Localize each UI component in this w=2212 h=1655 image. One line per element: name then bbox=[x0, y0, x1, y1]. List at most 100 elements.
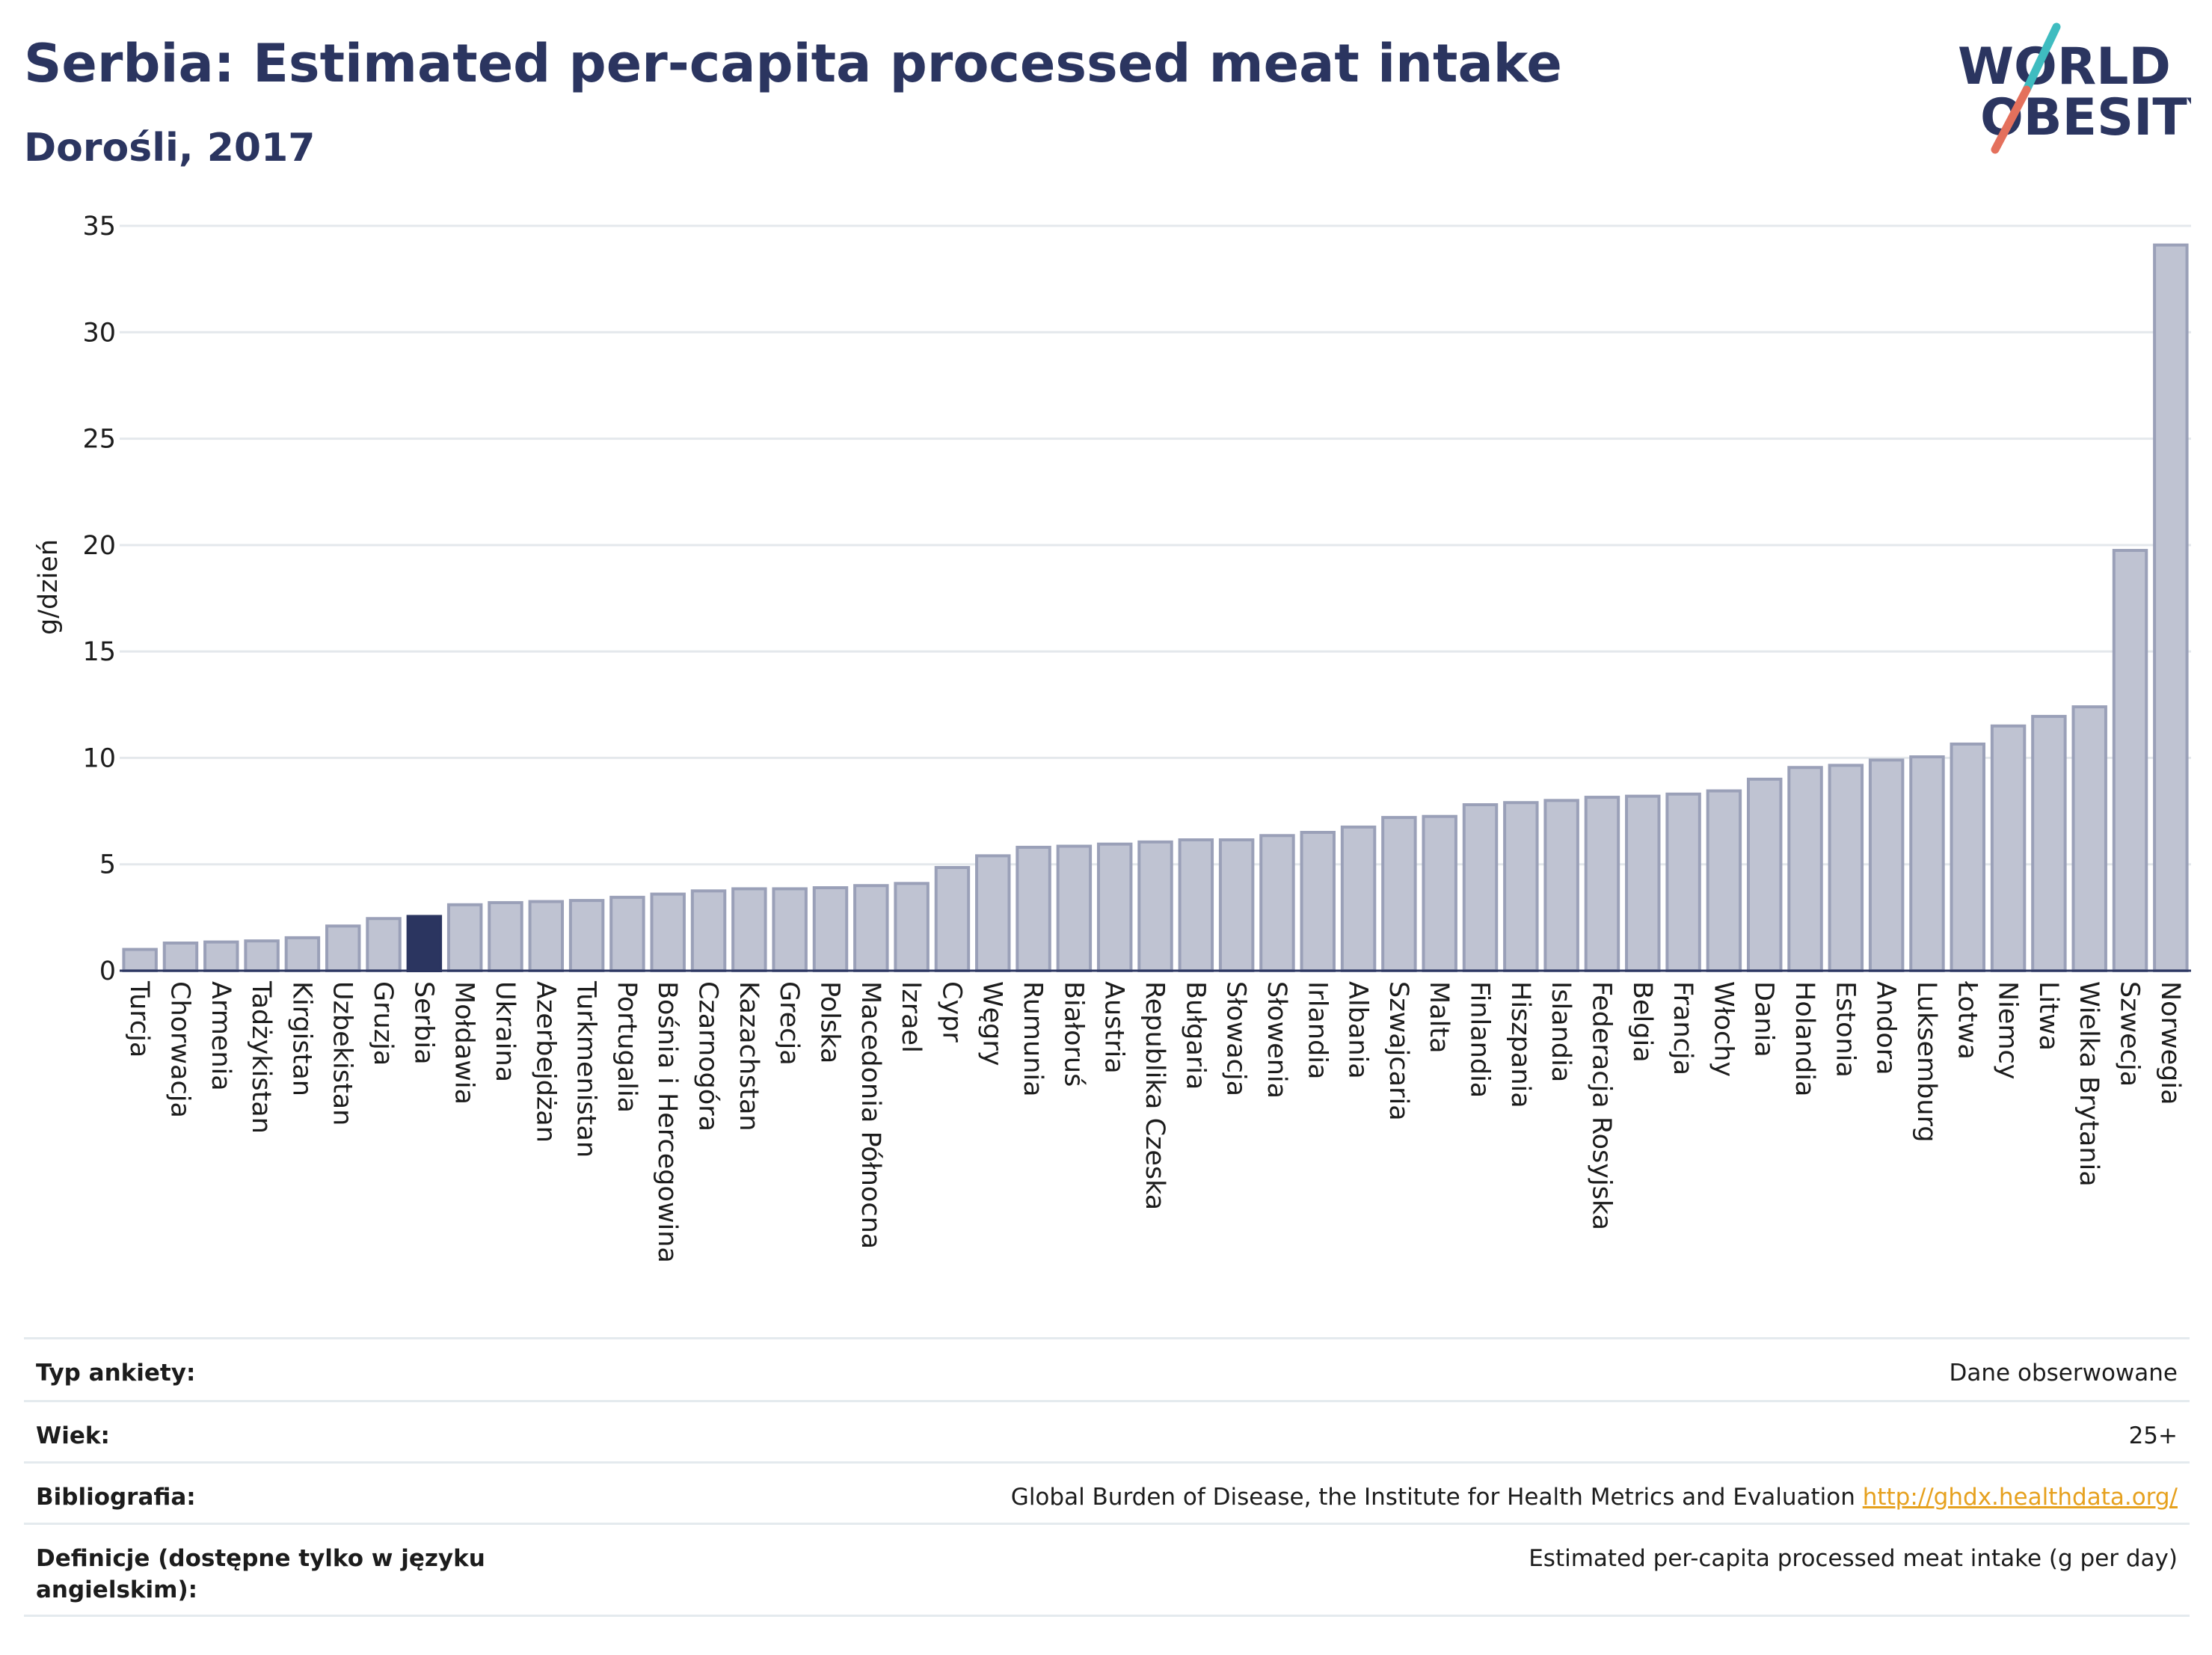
bar-bułgaria bbox=[1178, 838, 1214, 972]
x-tick-label: Wielka Brytania bbox=[2074, 981, 2104, 1187]
x-tick-label: Grecja bbox=[774, 981, 804, 1066]
bar-republika-czeska bbox=[1137, 840, 1173, 972]
bar-mołdawia bbox=[446, 903, 483, 972]
bar-rumunia bbox=[1016, 845, 1051, 973]
bar-irlandia bbox=[1300, 831, 1336, 972]
chart-subtitle: Dorośli, 2017 bbox=[24, 126, 316, 171]
bar-chart: 0 5 10 15 20 25 30 35 Turcja Chorwacja Armenia Tad… bbox=[34, 212, 2191, 1263]
x-tick-label: Kazachstan bbox=[734, 981, 764, 1132]
bar-azerbejdżan bbox=[528, 900, 565, 972]
x-tick-label: Irlandia bbox=[1302, 981, 1332, 1079]
bar-norwegia bbox=[2153, 243, 2189, 972]
x-tick-label: Łotwa bbox=[1952, 980, 1982, 1060]
x-tick-label: Izrael bbox=[896, 981, 926, 1053]
bar-łotwa bbox=[1950, 742, 1986, 973]
x-tick-label: Islandia bbox=[1546, 981, 1576, 1082]
x-tick-label: Macedonia Północna bbox=[855, 981, 885, 1249]
bar-finlandia bbox=[1462, 803, 1499, 973]
bar-hiszpania bbox=[1503, 801, 1539, 973]
y-tick-label: 15 bbox=[82, 637, 116, 667]
x-tick-label: Kirgistan bbox=[286, 981, 316, 1096]
info-row-survey-type: Typ ankiety: Dane obserwowane bbox=[24, 1337, 2190, 1400]
info-value: Dane obserwowane bbox=[1949, 1360, 2178, 1387]
x-tick-label: Portugalia bbox=[612, 981, 642, 1113]
x-tick-label: Tadżykistan bbox=[246, 980, 276, 1134]
bar-grecja bbox=[772, 887, 808, 972]
bar-słowacja bbox=[1218, 838, 1255, 972]
x-tick-label: Szwecja bbox=[2115, 981, 2145, 1087]
bar-holandia bbox=[1787, 766, 1823, 972]
bar-bośnia-i-hercegowina bbox=[650, 892, 686, 973]
bar-francja bbox=[1665, 792, 1701, 972]
bar-austria bbox=[1096, 842, 1133, 973]
x-tick-label: Litwa bbox=[2033, 981, 2063, 1051]
x-tick-label: Serbia bbox=[408, 981, 438, 1065]
y-tick-label: 10 bbox=[82, 743, 116, 773]
info-label: Bibliografia: bbox=[36, 1484, 196, 1511]
x-tick-label: Turcja bbox=[124, 980, 154, 1057]
bar-tadżykistan bbox=[244, 939, 280, 973]
bar-czarnogóra bbox=[690, 889, 727, 973]
x-tick-label: Belgia bbox=[1627, 981, 1657, 1063]
bar-malta bbox=[1422, 814, 1457, 972]
x-tick-label: Włochy bbox=[1708, 981, 1738, 1077]
bar-estonia bbox=[1828, 764, 1864, 972]
x-tick-label: Finlandia bbox=[1465, 981, 1495, 1098]
bar-dania bbox=[1746, 777, 1783, 973]
y-axis-ticks: 0 5 10 15 20 25 30 35 bbox=[82, 212, 116, 986]
bar-litwa bbox=[2031, 714, 2067, 972]
info-value-group: Global Burden of Disease, the Institute … bbox=[1011, 1481, 2178, 1513]
y-tick-label: 5 bbox=[99, 850, 116, 880]
bar-kirgistan bbox=[284, 936, 321, 973]
x-tick-label: Czarnogóra bbox=[693, 981, 723, 1132]
bar-islandia bbox=[1543, 799, 1579, 973]
svg-text:WORLD: WORLD bbox=[1958, 37, 2171, 96]
bar-izrael bbox=[894, 882, 930, 972]
x-tick-label: Bośnia i Hercegowina bbox=[652, 981, 682, 1263]
x-tick-label: Uzbekistan bbox=[328, 981, 357, 1126]
x-tick-label: Słowacja bbox=[1221, 981, 1251, 1096]
x-tick-label: Andora bbox=[1871, 981, 1901, 1075]
x-tick-label: Słowenia bbox=[1262, 981, 1291, 1099]
bars bbox=[122, 243, 2189, 973]
x-tick-label: Holandia bbox=[1789, 981, 1819, 1096]
bar-szwajcaria bbox=[1381, 816, 1417, 972]
source-link[interactable]: http://ghdx.healthdata.org/ bbox=[1862, 1484, 2178, 1511]
info-value: 25+ bbox=[2128, 1422, 2178, 1449]
x-tick-label: Chorwacja bbox=[165, 981, 194, 1118]
info-row-definitions: Definicje (dostępne tylko w języku angie… bbox=[24, 1523, 2190, 1617]
bar-gruzja bbox=[366, 917, 402, 973]
bar-niemcy bbox=[1990, 724, 2027, 972]
x-tick-label: Azerbejdżan bbox=[530, 981, 560, 1143]
bar-albania bbox=[1340, 825, 1377, 973]
info-value: Global Burden of Disease, the Institute … bbox=[1010, 1484, 1855, 1511]
bar-cypr bbox=[934, 865, 971, 973]
bar-szwecja bbox=[2112, 548, 2148, 972]
x-tick-label: Gruzja bbox=[368, 981, 398, 1066]
y-tick-label: 25 bbox=[82, 425, 116, 455]
x-tick-label: Ukraina bbox=[490, 981, 520, 1082]
bar-węgry bbox=[975, 854, 1011, 972]
x-axis-labels: Turcja Chorwacja Armenia Tadżykistan Kirgist… bbox=[124, 980, 2185, 1263]
info-row-age: Wiek: 25+ bbox=[24, 1400, 2190, 1461]
info-label: Definicje (dostępne tylko w języku angie… bbox=[36, 1545, 485, 1603]
bar-kazachstan bbox=[731, 887, 767, 972]
bar-białoruś bbox=[1056, 844, 1093, 973]
bar-federacja-rosyjska bbox=[1584, 796, 1620, 973]
bar-armenia bbox=[203, 940, 239, 973]
y-tick-label: 20 bbox=[82, 531, 116, 561]
bar-polska bbox=[812, 886, 849, 972]
x-tick-label: Szwajcaria bbox=[1383, 981, 1413, 1121]
y-tick-label: 0 bbox=[99, 957, 116, 986]
info-table: Typ ankiety: Dane obserwowane Wiek: 25+ … bbox=[24, 1337, 2190, 1617]
world-obesity-logo: WORLD OBESITY bbox=[1958, 22, 2191, 154]
bar-macedonia-północna bbox=[853, 884, 889, 972]
x-tick-label: Federacja Rosyjska bbox=[1586, 981, 1616, 1230]
x-tick-label: Mołdawia bbox=[449, 981, 479, 1105]
x-tick-label: Cypr bbox=[936, 981, 966, 1043]
info-label: Wiek: bbox=[36, 1422, 110, 1449]
x-tick-label: Rumunia bbox=[1018, 981, 1048, 1097]
x-tick-label: Węgry bbox=[977, 981, 1007, 1066]
bar-włochy bbox=[1706, 789, 1742, 972]
bar-belgia bbox=[1625, 794, 1661, 973]
